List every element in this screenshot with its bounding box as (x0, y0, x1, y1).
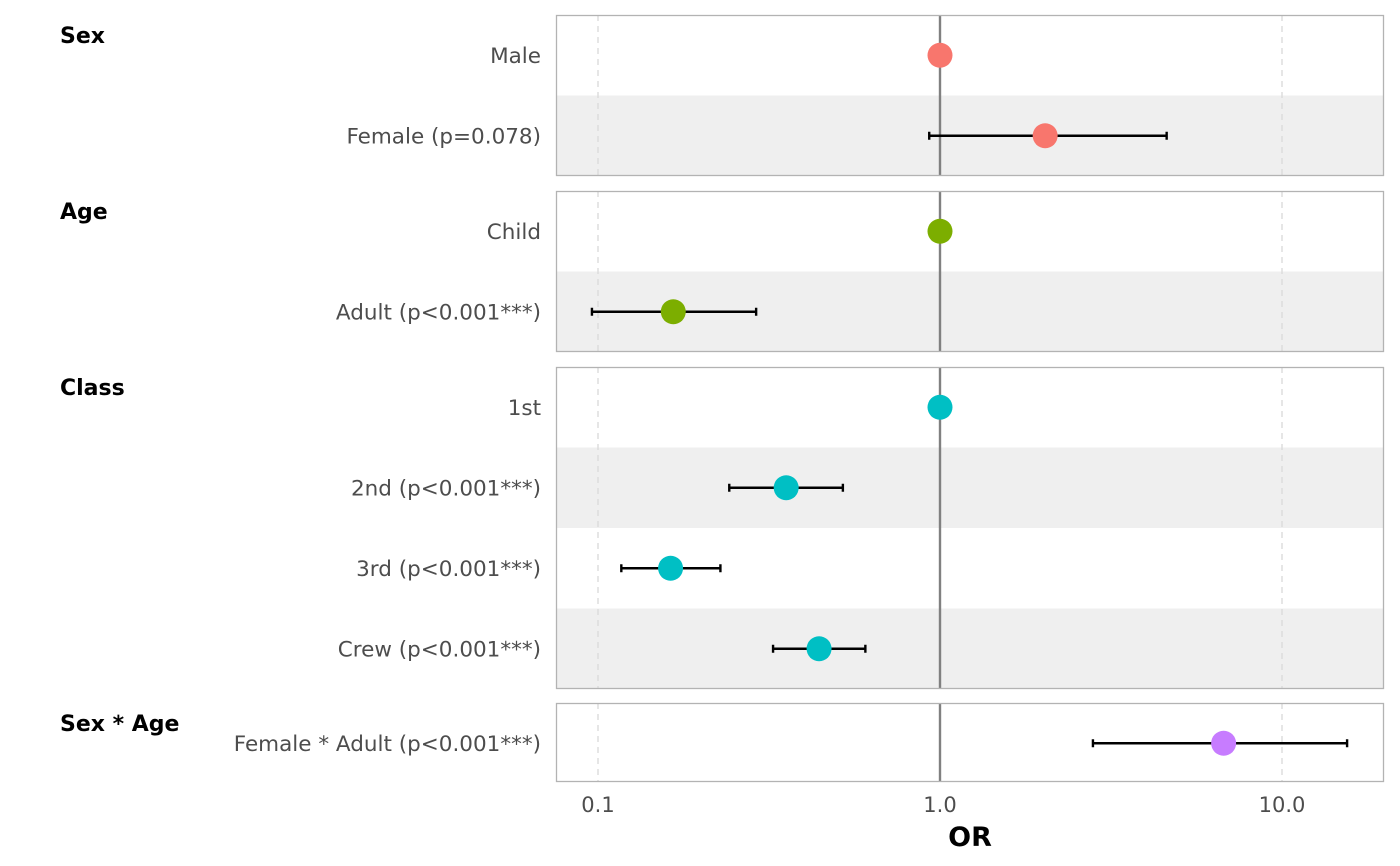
estimate-point (660, 299, 686, 325)
row-label: Child (487, 220, 541, 245)
estimate-point (658, 555, 684, 581)
row-label: 1st (508, 396, 541, 421)
row-label: 3rd (p<0.001***) (356, 557, 541, 582)
row-label: Female * Adult (p<0.001***) (234, 732, 541, 757)
panel-border (555, 190, 1385, 353)
x-tick-label: 10.0 (1259, 793, 1306, 817)
estimate-point (1211, 730, 1237, 756)
estimate-point (806, 636, 832, 662)
estimate-point (773, 475, 799, 501)
row-stripes (556, 95, 1384, 689)
panel-border (555, 366, 1385, 690)
x-axis: OR 0.1 1.0 10.0 (581, 793, 1305, 853)
x-tick-label: 0.1 (581, 793, 614, 817)
estimate-point (1032, 123, 1058, 149)
panel-border (555, 14, 1385, 177)
estimate-point (927, 394, 953, 420)
panel-border (555, 702, 1385, 783)
labels: Sex Male Female (p=0.078) Age Child Adult (p<… (60, 24, 541, 757)
row-label: Male (490, 44, 541, 69)
row-label: 2nd (p<0.001***) (351, 476, 541, 501)
estimate-point (927, 218, 953, 244)
grid-lines (597, 15, 1283, 782)
group-label: Sex * Age (60, 712, 179, 737)
group-label: Class (60, 376, 125, 401)
row-label: Crew (p<0.001***) (338, 637, 541, 662)
row-label: Female (p=0.078) (346, 124, 541, 149)
group-label: Sex (60, 24, 105, 49)
row-stripe (556, 608, 1384, 689)
estimate-point (927, 42, 953, 68)
panel-borders (555, 14, 1385, 783)
x-axis-title: OR (948, 822, 992, 853)
group-label: Age (60, 200, 108, 225)
row-label: Adult (p<0.001***) (336, 300, 541, 325)
estimate-marks (590, 42, 1349, 756)
row-stripe (556, 447, 1384, 528)
x-tick-label: 1.0 (923, 793, 956, 817)
